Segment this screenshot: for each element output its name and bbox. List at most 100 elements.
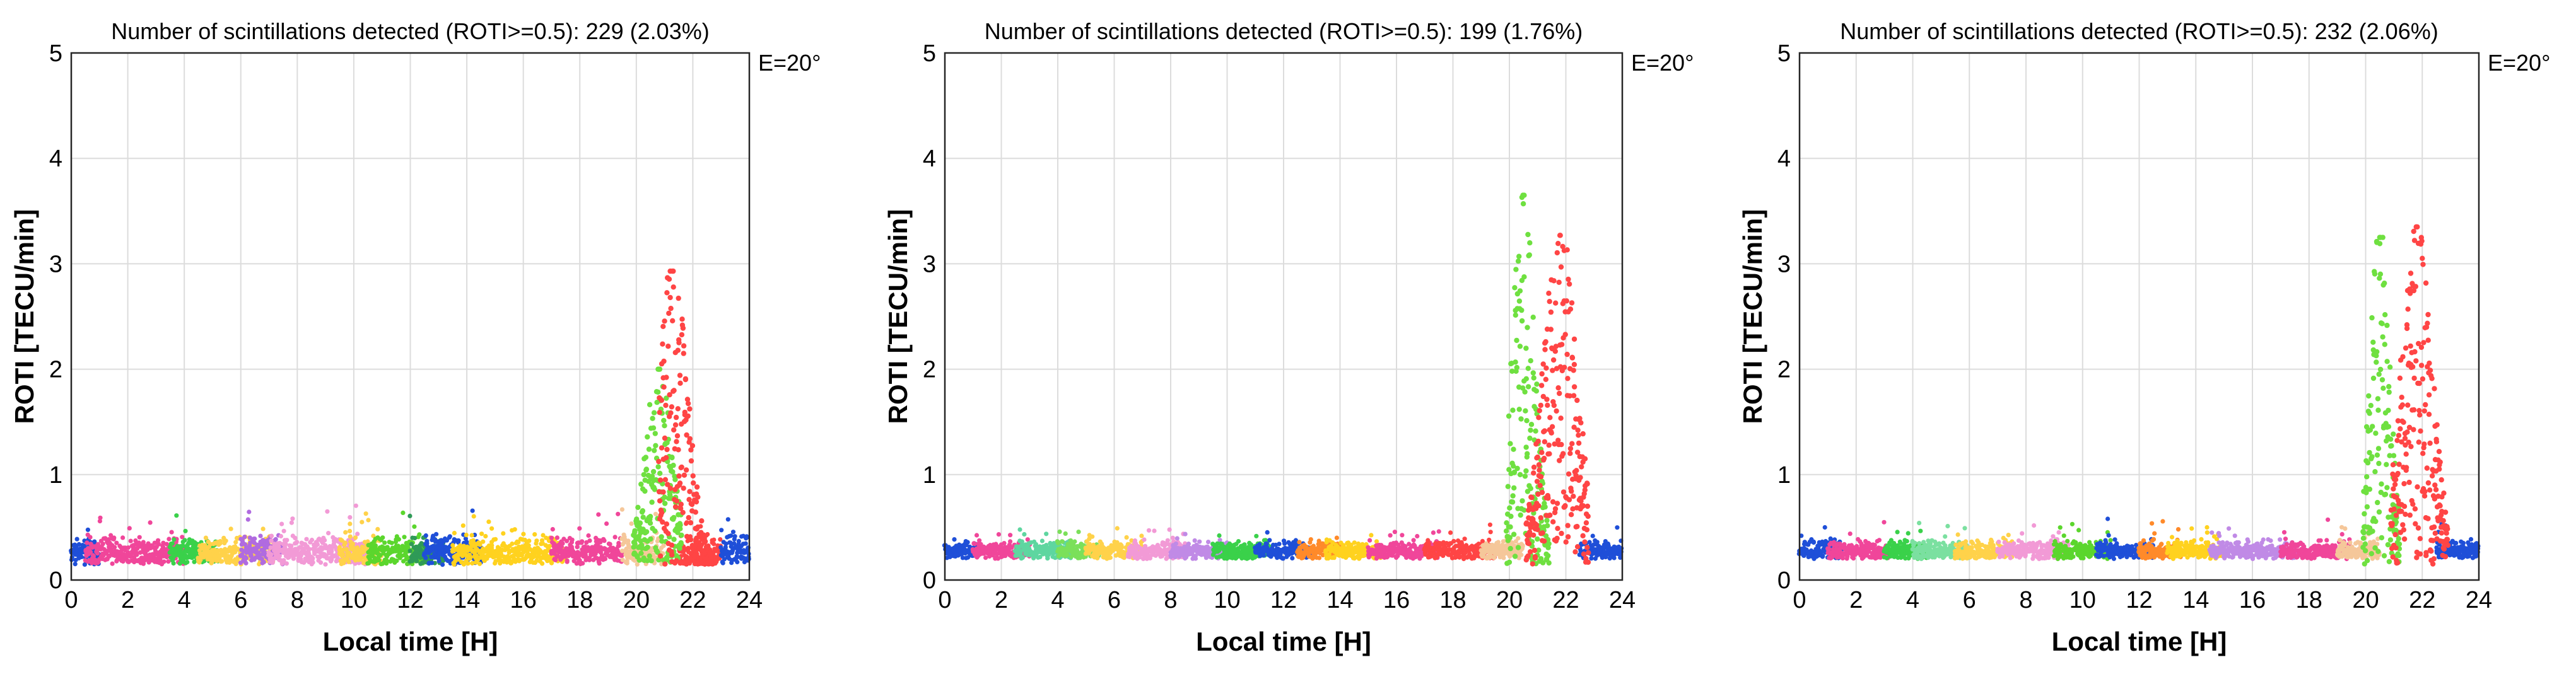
scintillation-point — [652, 487, 658, 492]
data-point — [629, 521, 634, 526]
scintillation-point — [635, 504, 641, 510]
data-point — [1020, 555, 1025, 560]
scintillation-point — [657, 366, 663, 372]
data-point — [1192, 538, 1197, 543]
data-point — [307, 547, 312, 552]
scintillation-point — [678, 501, 684, 508]
data-point — [252, 536, 257, 542]
data-point — [661, 543, 666, 548]
data-point — [483, 533, 488, 539]
scintillation-point — [659, 445, 665, 451]
scintillation-point — [676, 447, 681, 453]
data-point — [242, 542, 248, 547]
data-point — [727, 540, 732, 545]
data-point — [269, 552, 274, 557]
x-tick-label: 6 — [234, 587, 247, 613]
data-point — [170, 541, 175, 546]
data-point — [156, 542, 161, 547]
data-point — [735, 559, 740, 565]
scintillation-point — [655, 464, 661, 470]
scintillation-point — [650, 468, 657, 475]
data-point — [319, 547, 325, 552]
scintillation-point — [665, 344, 671, 349]
scintillation-point — [663, 402, 669, 409]
data-point — [732, 534, 737, 539]
data-point — [233, 540, 238, 545]
data-point — [723, 545, 728, 550]
scintillation-point — [677, 522, 683, 528]
data-point — [389, 540, 394, 545]
data-point — [1242, 542, 1247, 547]
data-point — [166, 559, 171, 564]
data-point — [346, 559, 351, 564]
data-point — [1008, 539, 1013, 544]
data-point — [1388, 533, 1393, 538]
data-point — [510, 541, 515, 547]
data-point — [95, 542, 100, 547]
data-point — [278, 533, 283, 539]
x-tick-label: 22 — [679, 587, 706, 613]
data-point — [281, 558, 286, 563]
scintillation-point — [661, 384, 667, 390]
data-point — [743, 541, 748, 546]
scintillation-point — [651, 410, 657, 415]
data-point — [88, 550, 93, 555]
data-point — [1019, 539, 1024, 544]
data-point — [434, 531, 439, 537]
data-point — [465, 561, 471, 566]
data-point — [1065, 552, 1070, 557]
scintillation-point — [642, 488, 648, 494]
data-point — [1008, 533, 1013, 538]
x-tick-label: 18 — [566, 587, 593, 613]
scintillation-point — [675, 347, 681, 353]
data-point — [169, 530, 174, 535]
data-point — [604, 521, 609, 526]
data-point — [1118, 545, 1123, 550]
data-point — [413, 535, 418, 541]
scintillation-point — [688, 458, 694, 464]
data-point — [348, 534, 353, 539]
data-point — [198, 557, 203, 562]
data-point — [380, 535, 385, 540]
scintillation-point — [655, 389, 661, 395]
scintillation-point — [672, 504, 679, 510]
data-point — [521, 531, 526, 537]
data-point — [1257, 542, 1262, 547]
scintillation-point — [664, 290, 670, 296]
data-point — [289, 543, 294, 548]
data-point — [353, 535, 358, 540]
scintillation-point — [687, 406, 693, 412]
data-point — [534, 538, 539, 543]
scintillation-point — [667, 294, 673, 301]
scintillation-point — [679, 464, 684, 470]
chart-title: Number of scintillations detected (ROTI>… — [111, 18, 709, 44]
scintillation-point — [638, 481, 644, 487]
data-point — [161, 559, 167, 564]
data-point — [596, 512, 601, 517]
scintillation-point — [679, 316, 685, 322]
data-point — [273, 537, 278, 542]
data-point — [174, 513, 179, 518]
data-point — [470, 508, 475, 513]
data-point — [283, 541, 288, 546]
data-point — [560, 541, 565, 546]
data-point — [360, 519, 365, 525]
data-point — [278, 540, 283, 546]
scintillation-point — [657, 470, 663, 476]
scintillation-point — [652, 431, 659, 436]
data-point — [136, 540, 141, 545]
data-point — [256, 545, 261, 550]
data-point — [549, 535, 554, 540]
data-point — [1290, 555, 1295, 561]
scintillation-point — [690, 473, 696, 479]
data-point — [565, 559, 570, 564]
data-point — [456, 538, 461, 543]
data-point — [342, 540, 348, 545]
data-point — [1165, 538, 1170, 543]
data-point — [85, 527, 90, 532]
data-point — [91, 554, 96, 559]
scintillation-point — [676, 473, 682, 479]
data-point — [407, 548, 413, 554]
